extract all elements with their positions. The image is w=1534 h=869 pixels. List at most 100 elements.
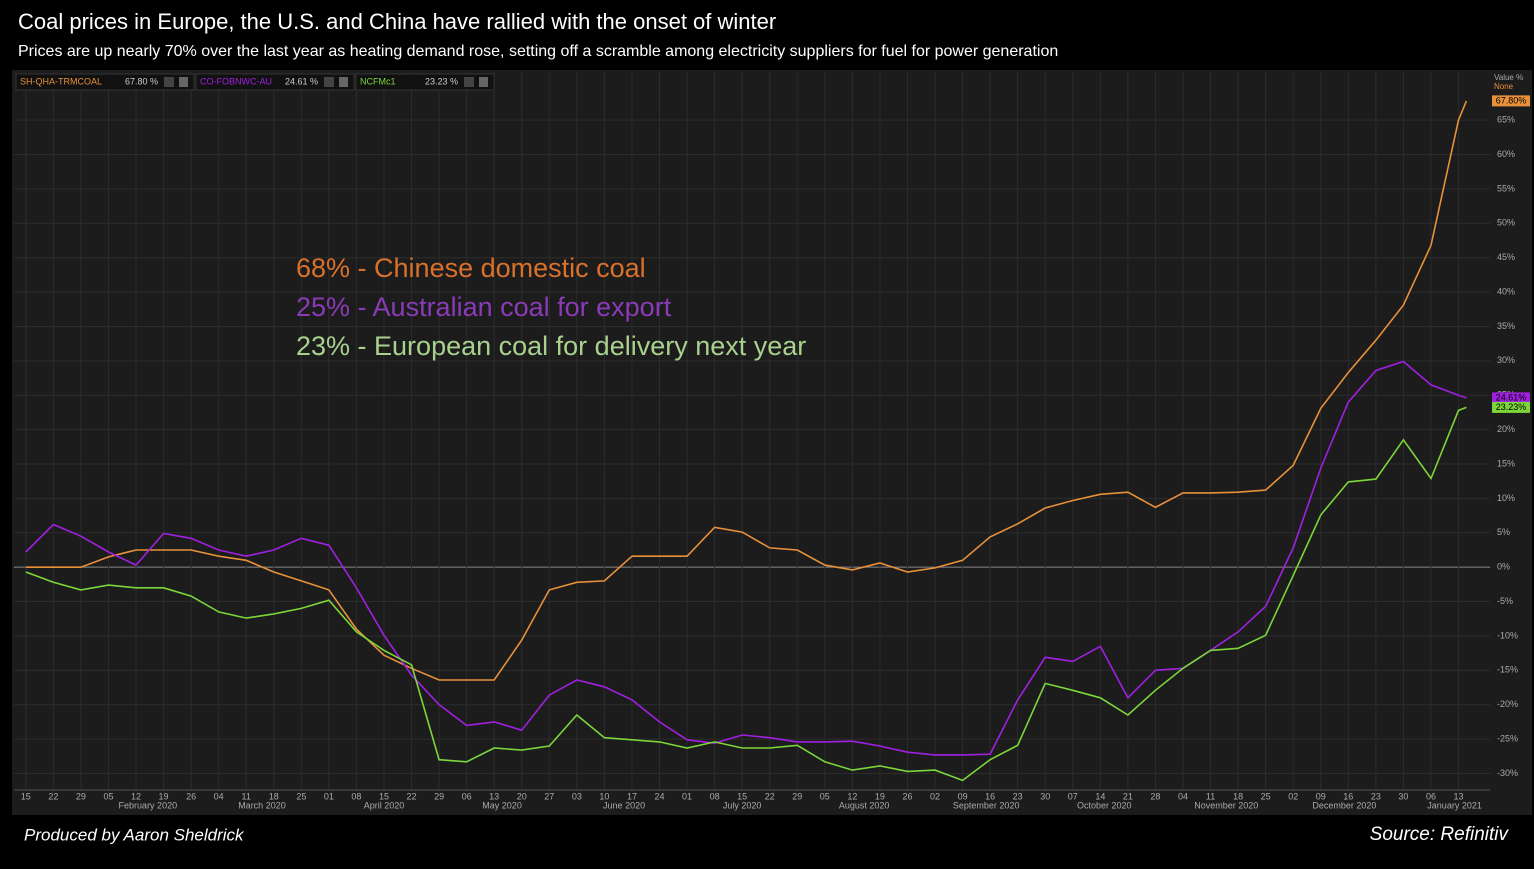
y-tick-label: 45% xyxy=(1497,252,1515,262)
x-tick-label: 09 xyxy=(1316,791,1326,801)
y-tick-label: 20% xyxy=(1497,424,1515,434)
x-tick-label: 23 xyxy=(1371,791,1381,801)
x-tick-label: 26 xyxy=(902,791,912,801)
y-tick-label: -5% xyxy=(1497,596,1513,606)
x-tick-label: 19 xyxy=(159,791,169,801)
legend-chip xyxy=(195,73,355,91)
x-tick-label: 16 xyxy=(1343,791,1353,801)
chart-subtitle: Prices are up nearly 70% over the last y… xyxy=(18,43,1058,60)
x-month-label: April 2020 xyxy=(364,800,405,810)
x-month-label: October 2020 xyxy=(1077,800,1132,810)
x-month-label: September 2020 xyxy=(953,800,1020,810)
y-tick-label: 55% xyxy=(1497,183,1515,193)
y-tick-label: -15% xyxy=(1497,665,1518,675)
y-tick-label: 15% xyxy=(1497,458,1515,468)
x-tick-label: 15 xyxy=(21,791,31,801)
y-tick-label: 10% xyxy=(1497,493,1515,503)
legend-button xyxy=(479,77,488,87)
x-tick-label: 15 xyxy=(379,791,389,801)
y-tick-label: 0% xyxy=(1497,562,1510,572)
y-tick-label: 40% xyxy=(1497,286,1515,296)
axis-header: Value % xyxy=(1494,73,1523,82)
x-tick-label: 18 xyxy=(269,791,279,801)
x-tick-label: 19 xyxy=(875,791,885,801)
x-tick-label: 14 xyxy=(1095,791,1105,801)
legend-name: SH-QHA-TRMCOAL xyxy=(20,76,102,86)
x-tick-label: 12 xyxy=(847,791,857,801)
legend-value: 23.23 % xyxy=(425,76,458,86)
x-tick-label: 08 xyxy=(351,791,361,801)
x-tick-label: 25 xyxy=(1261,791,1271,801)
y-tick-label: -10% xyxy=(1497,630,1518,640)
x-month-label: July 2020 xyxy=(723,800,762,810)
x-month-label: January 2021 xyxy=(1427,800,1482,810)
x-tick-label: 24 xyxy=(654,791,664,801)
series-line xyxy=(25,360,1467,756)
x-tick-label: 11 xyxy=(242,791,251,801)
x-tick-label: 30 xyxy=(1398,791,1408,801)
x-month-label: May 2020 xyxy=(482,800,522,810)
x-tick-label: 26 xyxy=(186,791,196,801)
x-tick-label: 23 xyxy=(1013,791,1023,801)
annotation: 25% - Australian coal for export xyxy=(296,292,672,322)
legend-button xyxy=(324,77,334,87)
legend-value: 67.80 % xyxy=(125,76,158,86)
x-tick-label: 15 xyxy=(737,791,747,801)
x-tick-label: 05 xyxy=(820,791,830,801)
y-tick-label: 30% xyxy=(1497,355,1515,365)
legend-name: CO-FOBNWC-AU xyxy=(200,76,272,86)
legend-button xyxy=(464,77,474,87)
x-tick-label: 04 xyxy=(1178,791,1188,801)
x-tick-label: 01 xyxy=(324,791,334,801)
end-label-box xyxy=(1492,392,1530,404)
credit: Produced by Aaron Sheldrick xyxy=(24,825,245,844)
end-label-box xyxy=(1492,401,1530,413)
x-tick-label: 06 xyxy=(462,791,472,801)
x-tick-label: 13 xyxy=(489,791,499,801)
y-tick-label: -25% xyxy=(1497,733,1518,743)
y-tick-label: 60% xyxy=(1497,149,1515,159)
x-tick-label: 22 xyxy=(48,791,58,801)
x-tick-label: 03 xyxy=(572,791,582,801)
legend-name: NCFMc1 xyxy=(360,76,396,86)
x-tick-label: 25 xyxy=(296,791,306,801)
x-month-label: June 2020 xyxy=(603,800,645,810)
y-tick-label: 35% xyxy=(1497,321,1515,331)
x-tick-label: 02 xyxy=(1288,791,1298,801)
chart-title: Coal prices in Europe, the U.S. and Chin… xyxy=(18,9,776,34)
x-tick-label: 07 xyxy=(1068,791,1078,801)
legend-value: 24.61 % xyxy=(285,76,318,86)
legend-button xyxy=(179,77,188,87)
x-tick-label: 12 xyxy=(131,791,141,801)
x-tick-label: 29 xyxy=(792,791,802,801)
x-tick-label: 16 xyxy=(985,791,995,801)
x-month-label: December 2020 xyxy=(1312,800,1376,810)
source: Source: Refinitiv xyxy=(1370,824,1510,845)
x-tick-label: 01 xyxy=(682,791,692,801)
annotation: 68% - Chinese domestic coal xyxy=(296,253,646,283)
x-tick-label: 05 xyxy=(103,791,113,801)
x-tick-label: 10 xyxy=(599,791,609,801)
end-label: 23.23% xyxy=(1496,402,1527,412)
x-tick-label: 22 xyxy=(765,791,775,801)
series-line xyxy=(25,100,1468,681)
axis-subheader: None xyxy=(1494,82,1514,91)
x-month-label: November 2020 xyxy=(1194,800,1258,810)
x-tick-label: 20 xyxy=(517,791,527,801)
y-tick-label: -20% xyxy=(1497,699,1518,709)
x-tick-label: 17 xyxy=(627,791,637,801)
x-tick-label: 30 xyxy=(1040,791,1050,801)
legend-button xyxy=(164,77,174,87)
y-tick-label: 50% xyxy=(1497,218,1515,228)
x-tick-label: 04 xyxy=(214,791,224,801)
x-tick-label: 02 xyxy=(930,791,940,801)
y-tick-label: 65% xyxy=(1497,115,1515,125)
x-tick-label: 27 xyxy=(544,791,554,801)
x-tick-label: 29 xyxy=(76,791,86,801)
annotation: 23% - European coal for delivery next ye… xyxy=(296,331,806,361)
legend-chip xyxy=(355,73,495,91)
x-tick-label: 13 xyxy=(1454,791,1464,801)
y-tick-label: -30% xyxy=(1497,768,1518,778)
